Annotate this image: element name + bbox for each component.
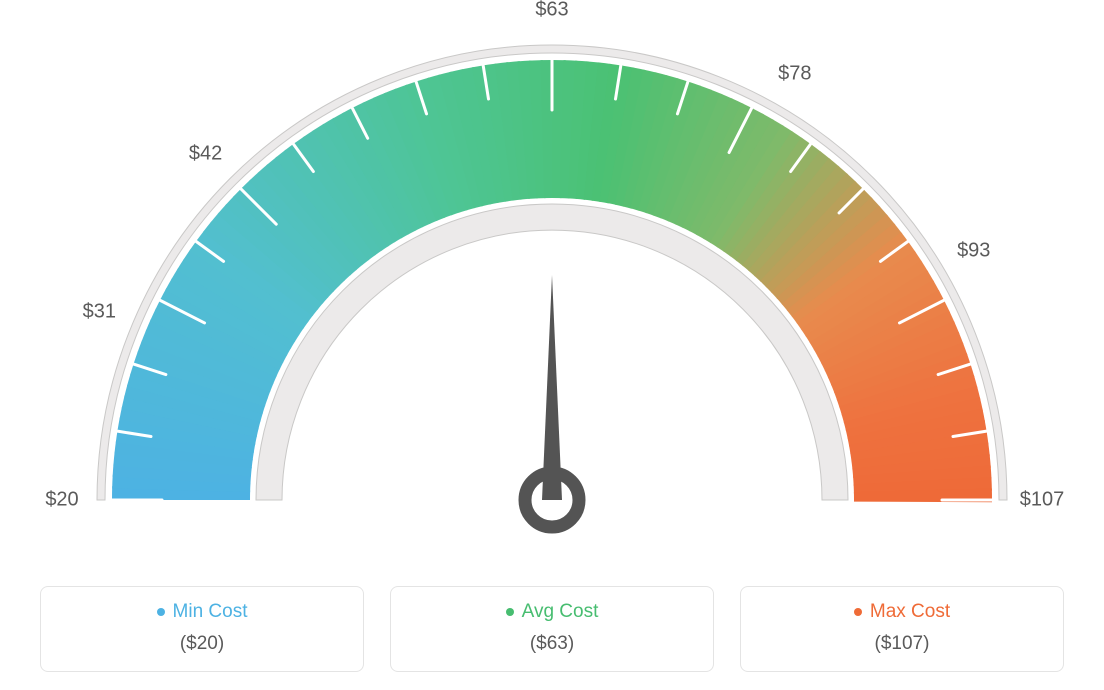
- legend-value-avg: ($63): [401, 633, 703, 655]
- gauge-scale-label: $78: [778, 63, 811, 86]
- legend-value-min: ($20): [51, 633, 353, 655]
- gauge-scale-label: $31: [83, 301, 116, 324]
- legend-dot-max: [854, 608, 862, 616]
- legend-card-avg: Avg Cost ($63): [390, 586, 714, 672]
- legend-dot-min: [157, 608, 165, 616]
- gauge-scale-label: $93: [957, 239, 990, 262]
- legend-dot-avg: [506, 608, 514, 616]
- gauge-svg: [0, 0, 1104, 560]
- legend-card-min: Min Cost ($20): [40, 586, 364, 672]
- gauge-scale-label: $20: [45, 489, 78, 512]
- legend-row: Min Cost ($20) Avg Cost ($63) Max Cost (…: [40, 586, 1064, 672]
- legend-label-min: Min Cost: [173, 601, 248, 623]
- legend-value-max: ($107): [751, 633, 1053, 655]
- legend-card-max: Max Cost ($107): [740, 586, 1064, 672]
- gauge-chart: $20 $31 $42 $63 $78 $93 $107: [0, 0, 1104, 560]
- gauge-scale-label: $107: [1020, 489, 1065, 512]
- gauge-scale-label: $63: [535, 0, 568, 22]
- legend-label-max: Max Cost: [870, 601, 950, 623]
- legend-label-avg: Avg Cost: [522, 601, 599, 623]
- gauge-scale-label: $42: [189, 142, 222, 165]
